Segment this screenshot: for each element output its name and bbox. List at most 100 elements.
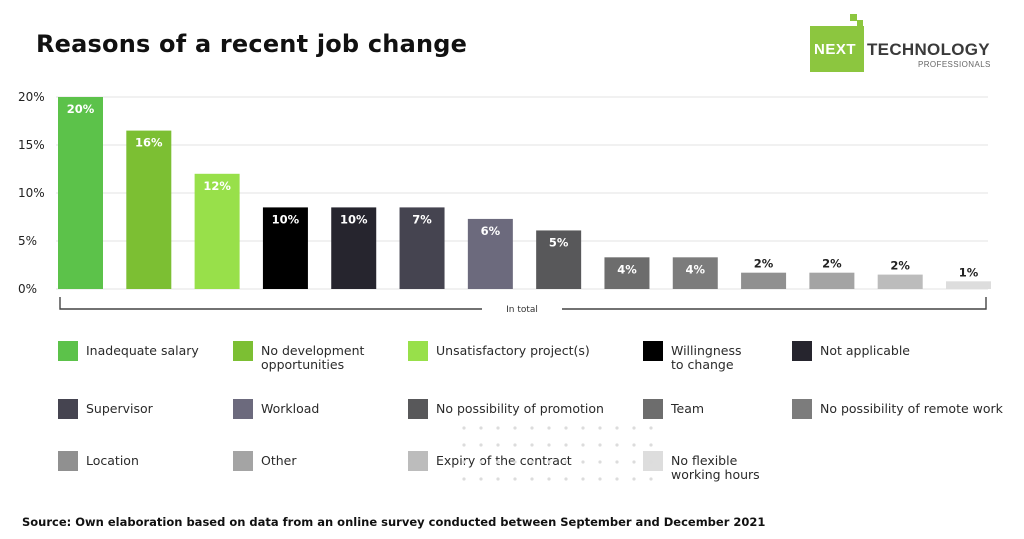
bar-data-label: 10%: [272, 212, 300, 226]
decorative-dot: [615, 477, 619, 481]
x-axis-bracket: [59, 297, 987, 310]
decorative-dot: [479, 460, 483, 464]
decorative-dot: [513, 460, 517, 464]
bar: [194, 173, 240, 289]
decorative-dot: [581, 443, 585, 447]
decorative-dot: [598, 460, 602, 464]
legend-swatch: [408, 451, 428, 471]
decorative-dot: [530, 477, 534, 481]
logo-text-next: NEXT: [814, 41, 857, 58]
decorative-dot: [479, 443, 483, 447]
decorative-dot: [615, 460, 619, 464]
bar: [331, 207, 377, 289]
decorative-dot: [649, 477, 653, 481]
legend-item: Not applicable: [792, 341, 910, 361]
decorative-dot: [581, 426, 585, 430]
legend-swatch: [643, 451, 663, 471]
legend-label: No possibility of remote work: [820, 401, 1003, 416]
legend-label: Not applicable: [820, 343, 910, 358]
decorative-dot: [496, 477, 500, 481]
decorative-dot: [632, 477, 636, 481]
legend-item: Other: [233, 451, 297, 471]
bar-data-label: 2%: [822, 257, 842, 271]
bar: [467, 218, 513, 289]
decorative-dot: [632, 443, 636, 447]
company-logo: NEXT TECHNOLOGY PROFESSIONALS: [810, 14, 1000, 74]
bar-data-label: 10%: [340, 212, 368, 226]
legend-swatch: [408, 399, 428, 419]
decorative-dot: [564, 426, 568, 430]
decorative-dot: [649, 460, 653, 464]
legend-swatch: [792, 399, 812, 419]
bar-data-label: 4%: [617, 262, 637, 276]
bar: [58, 97, 103, 289]
legend-swatch: [792, 341, 812, 361]
bar-data-label: 2%: [754, 257, 774, 271]
legend-item: Supervisor: [58, 399, 153, 419]
decorative-dot: [581, 460, 585, 464]
decorative-dot: [564, 460, 568, 464]
legend-item: Location: [58, 451, 139, 471]
legend-item: Willingness to change: [643, 341, 741, 372]
decorative-dot: [598, 477, 602, 481]
bar: [809, 272, 855, 289]
y-tick-label: 0%: [18, 282, 37, 296]
legend-item: Team: [643, 399, 704, 419]
decorative-dot: [462, 477, 466, 481]
decorative-dot: [632, 426, 636, 430]
decorative-dot: [649, 426, 653, 430]
decorative-dot: [479, 477, 483, 481]
legend-swatch: [233, 341, 253, 361]
decorative-dot: [462, 460, 466, 464]
legend-label: Supervisor: [86, 401, 153, 416]
bar-data-label: 12%: [203, 179, 231, 193]
chart-title: Reasons of a recent job change: [36, 30, 468, 58]
bar: [946, 281, 991, 289]
decorative-dot: [615, 426, 619, 430]
decorative-dot: [462, 426, 466, 430]
legend-item: Workload: [233, 399, 319, 419]
decorative-dot: [547, 460, 551, 464]
decorative-dots: [462, 426, 653, 481]
bar: [877, 274, 923, 289]
decorative-dot: [547, 477, 551, 481]
legend-swatch: [643, 341, 663, 361]
bar: [604, 257, 650, 289]
decorative-dot: [581, 477, 585, 481]
decorative-dot: [513, 443, 517, 447]
decorative-dot: [479, 426, 483, 430]
legend-item: No possibility of promotion: [408, 399, 604, 419]
legend-label: Workload: [261, 401, 320, 416]
bar: [536, 230, 582, 289]
legend-item: No flexible working hours: [643, 451, 760, 482]
legend-item: Unsatisfactory project(s): [408, 341, 590, 361]
bar-data-label: 7%: [412, 212, 432, 226]
x-axis-label: In total: [506, 305, 538, 315]
legend-label: No flexible working hours: [671, 453, 760, 482]
decorative-dot: [530, 426, 534, 430]
decorative-dot: [598, 426, 602, 430]
bar-data-label: 6%: [481, 224, 501, 238]
decorative-dot: [496, 460, 500, 464]
legend-label: No development opportunities: [261, 343, 365, 372]
decorative-dot: [496, 443, 500, 447]
legend-label: Location: [86, 453, 139, 468]
legend-label: Other: [261, 453, 297, 468]
bar-data-label: 1%: [959, 265, 979, 279]
bar: [399, 207, 445, 289]
legend-item: Inadequate salary: [58, 341, 199, 361]
bar: [126, 130, 172, 289]
decorative-dot: [513, 477, 517, 481]
legend-swatch: [58, 399, 78, 419]
legend-item: No possibility of remote work: [792, 399, 1003, 419]
y-tick-label: 20%: [18, 90, 45, 104]
decorative-dot: [632, 460, 636, 464]
decorative-dot: [547, 426, 551, 430]
bar: [262, 207, 308, 289]
logo-text-professionals: PROFESSIONALS: [918, 60, 991, 69]
legend-swatch: [233, 451, 253, 471]
bar-data-label: 16%: [135, 136, 163, 150]
bar-data-label: 20%: [67, 102, 95, 116]
decorative-dot: [496, 426, 500, 430]
decorative-dot: [462, 443, 466, 447]
